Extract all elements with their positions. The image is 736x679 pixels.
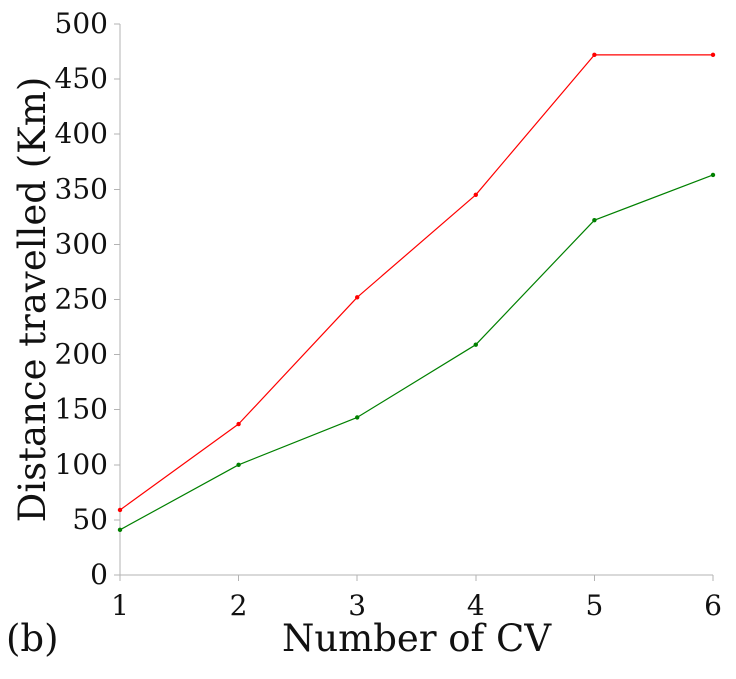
x-tick-label: 1 bbox=[111, 589, 129, 622]
y-axis-ticks: 0 50 100 150 200 250 300 350 400 450 500 bbox=[55, 7, 120, 591]
data-point bbox=[236, 421, 241, 427]
x-tick-label: 5 bbox=[585, 589, 603, 622]
x-tick-label: 2 bbox=[230, 589, 248, 622]
y-tick-label: 150 bbox=[55, 393, 108, 426]
x-tick-label: 6 bbox=[704, 589, 722, 622]
y-tick-label: 50 bbox=[72, 503, 108, 536]
series-2 bbox=[117, 172, 716, 533]
y-tick-label: 100 bbox=[55, 448, 108, 481]
series-layer bbox=[117, 52, 716, 533]
data-point bbox=[117, 527, 123, 533]
x-axis-title: Number of CV bbox=[282, 617, 552, 660]
y-tick-label: 250 bbox=[55, 283, 108, 316]
y-tick-label: 400 bbox=[55, 117, 108, 150]
panel-label: (b) bbox=[6, 617, 59, 660]
series-1 bbox=[117, 52, 716, 513]
y-tick-label: 500 bbox=[55, 7, 108, 40]
series-line bbox=[119, 174, 714, 531]
y-tick-label: 200 bbox=[55, 338, 108, 371]
y-tick-label: 350 bbox=[55, 172, 108, 205]
y-axis-title: Distance travelled (Km) bbox=[11, 77, 54, 523]
data-point bbox=[710, 52, 716, 58]
data-point bbox=[710, 172, 716, 178]
data-point bbox=[592, 217, 597, 223]
data-point bbox=[236, 462, 241, 467]
x-axis-ticks: 1 2 3 4 5 6 bbox=[111, 575, 722, 622]
x-tick-label: 4 bbox=[467, 589, 485, 622]
axes: 0 50 100 150 200 250 300 350 400 450 500 1 2 3 4 5 6 bbox=[55, 7, 722, 622]
data-point bbox=[355, 415, 360, 420]
series-line bbox=[119, 54, 714, 511]
data-point bbox=[473, 342, 478, 347]
y-tick-label: 0 bbox=[90, 558, 108, 591]
y-tick-label: 300 bbox=[55, 227, 108, 260]
data-point bbox=[355, 295, 360, 300]
data-point bbox=[592, 52, 597, 58]
data-point bbox=[117, 507, 123, 513]
x-tick-label: 3 bbox=[348, 589, 366, 622]
data-point bbox=[473, 192, 478, 198]
y-tick-label: 450 bbox=[55, 62, 108, 95]
